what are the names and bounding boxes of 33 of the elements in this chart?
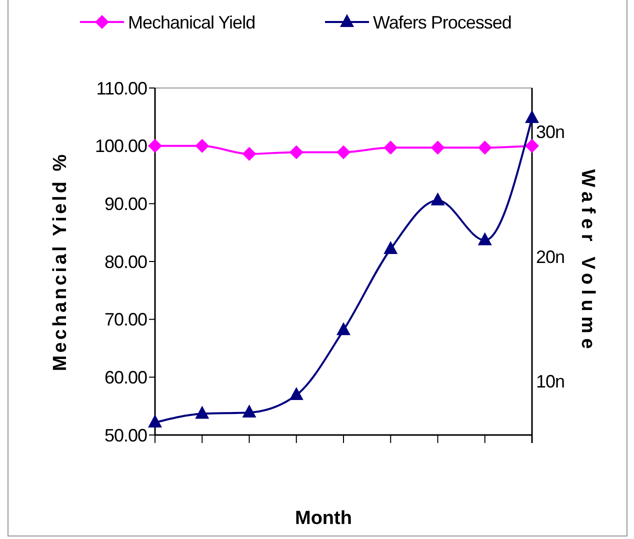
point xyxy=(430,192,445,206)
point xyxy=(384,241,398,254)
y2-axis-title: Wafer Volume xyxy=(577,169,598,354)
x-axis-title: Month xyxy=(295,508,352,529)
point xyxy=(336,145,350,160)
y-tick-label: 70.00 xyxy=(104,310,148,330)
point xyxy=(195,406,210,419)
point xyxy=(384,140,398,155)
point xyxy=(478,140,492,155)
y-tick-label: 110.00 xyxy=(96,78,148,98)
point xyxy=(289,145,304,160)
y-tick-label: 80.00 xyxy=(104,252,148,272)
point xyxy=(289,387,304,400)
point xyxy=(525,110,539,123)
y-axis-title: Mechancial Yield % xyxy=(50,152,71,372)
point xyxy=(242,404,256,418)
legend-label: Wafers Processed xyxy=(373,12,512,32)
point xyxy=(430,140,445,155)
y2-tick-label: 30n xyxy=(536,122,565,142)
legend-label: Mechanical Yield xyxy=(128,12,256,32)
y2-tick-label: 20n xyxy=(536,246,565,267)
y-tick-label: 90.00 xyxy=(104,194,148,214)
point xyxy=(478,232,492,246)
point xyxy=(336,322,350,336)
y-tick-label: 60.00 xyxy=(104,367,148,388)
point xyxy=(148,414,162,428)
y-tick-label: 100.00 xyxy=(94,136,148,156)
point xyxy=(148,138,162,153)
y2-tick-label: 10n xyxy=(536,372,565,392)
y-tick-label: 50.00 xyxy=(104,425,148,446)
point xyxy=(242,146,256,161)
point xyxy=(195,138,210,153)
point xyxy=(525,138,539,153)
